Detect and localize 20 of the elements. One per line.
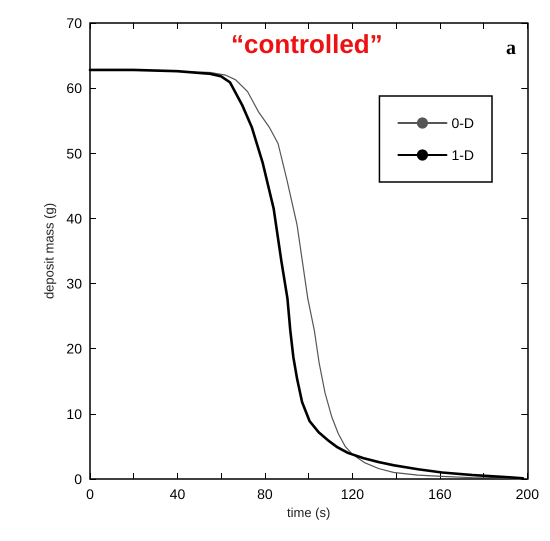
x-tick-label: 80 <box>257 486 273 502</box>
x-tick-label: 160 <box>428 486 452 502</box>
legend-label: 1-D <box>451 147 474 163</box>
y-tick-label: 50 <box>66 145 82 162</box>
x-tick-label: 0 <box>86 486 94 502</box>
chart-title: “controlled” <box>231 29 383 59</box>
y-tick-label: 70 <box>66 15 82 31</box>
y-tick-label: 20 <box>66 340 82 357</box>
x-tick-label: 120 <box>340 486 364 502</box>
y-tick-label: 60 <box>66 80 82 96</box>
y-tick-label: 0 <box>74 471 82 487</box>
y-tick-label: 40 <box>66 210 82 226</box>
y-axis-title: deposit mass (g) <box>42 202 57 300</box>
x-axis-title: time (s) <box>286 504 330 520</box>
annotation: a <box>506 37 516 59</box>
y-tick-label: 30 <box>66 276 82 292</box>
x-tick-label: 200 <box>516 486 540 502</box>
y-tick-label: 10 <box>66 406 82 422</box>
legend-label: 0-D <box>451 115 474 131</box>
x-tick-label: 40 <box>170 486 186 502</box>
